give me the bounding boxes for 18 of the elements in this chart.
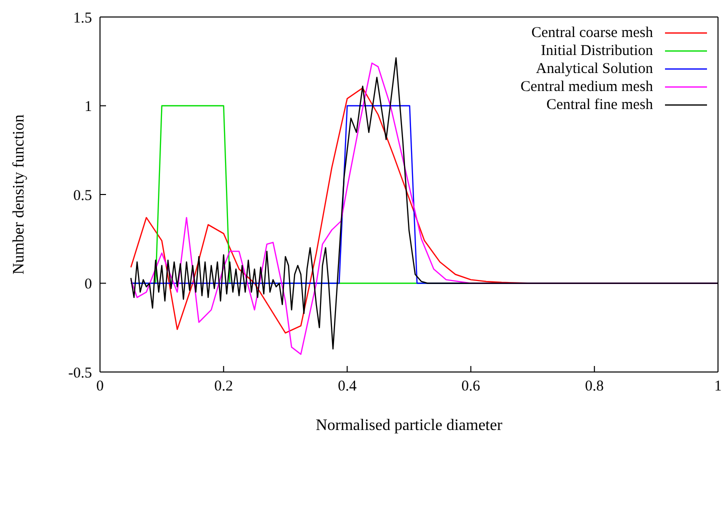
x-tick-label: 0 <box>96 378 104 395</box>
legend-label: Central medium mesh <box>520 78 653 96</box>
x-tick-label: 0.6 <box>461 378 481 395</box>
legend-label: Analytical Solution <box>536 60 653 78</box>
x-tick-label: 0.8 <box>585 378 604 395</box>
legend-label: Central coarse mesh <box>531 24 653 42</box>
legend-label: Central fine mesh <box>546 96 653 114</box>
y-tick-label: 1 <box>84 99 92 116</box>
y-tick-label: 1.5 <box>73 10 92 26</box>
y-tick-label: -0.5 <box>68 365 92 382</box>
x-tick-label: 0.2 <box>214 378 233 395</box>
y-tick-label: 0 <box>84 276 92 293</box>
legend-label: Initial Distribution <box>540 42 653 60</box>
y-tick-label: 0.5 <box>73 188 92 204</box>
x-tick-label: 1 <box>714 378 722 395</box>
y-axis-title: Number density function <box>10 114 28 274</box>
x-tick-label: 0.4 <box>338 378 358 395</box>
x-axis-title: Normalised particle diameter <box>316 417 503 434</box>
